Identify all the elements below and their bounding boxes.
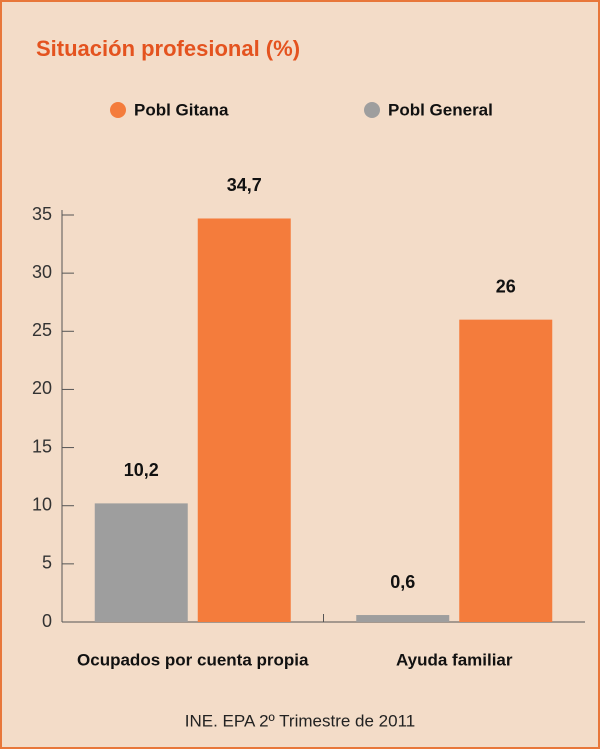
bar [356,615,450,622]
source: INE. EPA 2º Trimestre de 2011 [185,711,415,730]
legend-label: Pobl General [388,100,493,119]
y-tick-label: 20 [32,378,52,398]
y-tick-label: 30 [32,262,52,282]
bar [197,218,291,622]
y-tick-label: 35 [32,204,52,224]
legend-marker [364,102,380,118]
y-tick-label: 25 [32,320,52,340]
y-tick-label: 15 [32,436,52,456]
x-tick-label: Ayuda familiar [396,650,513,669]
legend-label: Pobl Gitana [134,100,229,119]
y-tick-label: 10 [32,494,52,514]
value-label: 0,6 [390,572,415,592]
value-label: 34,7 [227,175,262,195]
y-tick-label: 5 [42,553,52,573]
legend-marker [110,102,126,118]
x-tick-label: Ocupados por cuenta propia [77,650,309,669]
y-tick-label: 0 [42,611,52,631]
value-label: 26 [496,276,516,296]
bar [94,503,188,622]
bar [459,319,553,622]
chart-title: Situación profesional (%) [36,36,300,61]
value-label: 10,2 [124,460,159,480]
